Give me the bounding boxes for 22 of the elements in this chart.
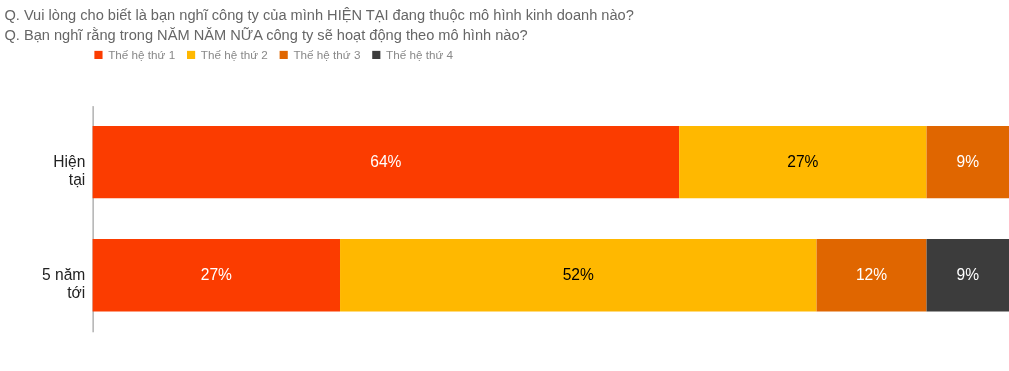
bar xyxy=(340,239,817,312)
data-label: 64% xyxy=(370,153,402,171)
data-label: 9% xyxy=(956,153,980,171)
legend-label: Thế hệ thứ 3 xyxy=(293,47,361,61)
legend-label: Thế hệ thứ 4 xyxy=(386,47,454,61)
bar xyxy=(92,125,680,199)
data-label: 52% xyxy=(562,266,595,284)
chart-title: Q. Vui lòng cho biết là bạn nghĩ công ty của mình HIỆN TẠI đang thuộc mô hình kinh doanh nào? xyxy=(4,6,634,23)
y-tick-label: 5 năm tới xyxy=(42,266,86,301)
bar xyxy=(926,125,1009,199)
bar xyxy=(92,239,341,312)
data-label: 9% xyxy=(956,266,980,284)
y-tick-label: Hiện tại xyxy=(53,153,86,188)
legend-label: Thế hệ thứ 2 xyxy=(200,47,268,61)
data-label: 12% xyxy=(855,266,888,284)
chart-subtitle: Q. Bạn nghĩ rằng trong NĂM NĂM NỮA công ty sẽ hoạt động theo mô hình nào? xyxy=(4,27,528,44)
bar xyxy=(926,239,1009,312)
bar xyxy=(679,125,927,199)
data-label: 27% xyxy=(787,153,819,171)
bar xyxy=(816,239,927,312)
data-label: 27% xyxy=(200,266,233,284)
legend-label: Thế hệ thứ 1 xyxy=(108,47,176,61)
